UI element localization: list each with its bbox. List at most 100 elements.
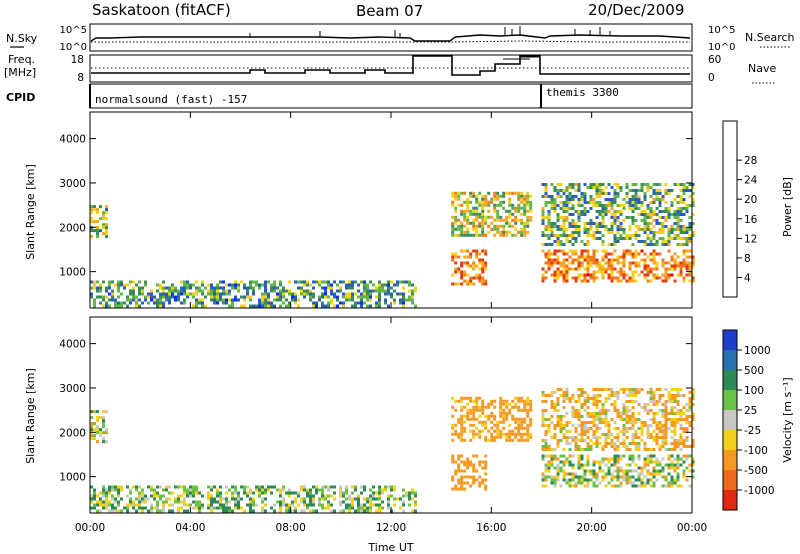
- data-cell: [592, 388, 596, 391]
- data-cell: [601, 192, 605, 195]
- data-cell: [628, 478, 632, 482]
- data-cell: [324, 289, 327, 293]
- data-cell: [162, 494, 165, 498]
- data-cell: [303, 289, 306, 293]
- data-cell: [553, 234, 557, 237]
- data-cell: [688, 273, 692, 277]
- data-cell: [565, 258, 569, 262]
- data-cell: [466, 396, 470, 400]
- data-cell: [634, 261, 638, 265]
- data-cell: [511, 399, 515, 403]
- data-cell: [691, 276, 695, 280]
- data-cell: [580, 478, 584, 482]
- data-cell: [321, 286, 324, 290]
- data-cell: [688, 421, 692, 424]
- data-cell: [207, 494, 210, 498]
- data-cell: [502, 194, 506, 198]
- data-cell: [595, 201, 599, 204]
- data-cell: [186, 488, 189, 492]
- data-cell: [150, 503, 153, 507]
- data-cell: [517, 218, 521, 222]
- data-cell: [583, 195, 587, 198]
- data-cell: [640, 189, 644, 192]
- x-tick-label: 00:00: [75, 522, 105, 534]
- data-cell: [469, 396, 473, 400]
- data-cell: [306, 488, 309, 492]
- data-cell: [360, 485, 363, 489]
- data-cell: [291, 509, 294, 513]
- data-cell: [574, 252, 578, 256]
- data-cell: [598, 418, 602, 421]
- data-cell: [105, 500, 108, 504]
- data-cell: [607, 433, 611, 436]
- data-cell: [580, 261, 584, 265]
- data-cell: [180, 280, 183, 284]
- data-cell: [345, 485, 348, 489]
- data-cell: [102, 488, 105, 492]
- data-cell: [670, 466, 674, 470]
- data-cell: [102, 431, 105, 435]
- data-cell: [583, 400, 587, 403]
- data-cell: [267, 292, 270, 296]
- data-cell: [568, 460, 572, 464]
- data-cell: [264, 503, 267, 507]
- data-cell: [490, 402, 494, 406]
- data-cell: [252, 500, 255, 504]
- data-cell: [652, 448, 656, 451]
- data-cell: [111, 289, 114, 293]
- data-cell: [511, 218, 515, 222]
- data-cell: [568, 186, 572, 189]
- data-cell: [463, 249, 467, 253]
- data-cell: [541, 219, 545, 222]
- data-cell: [472, 282, 476, 286]
- data-cell: [156, 500, 159, 504]
- data-cell: [541, 243, 545, 246]
- data-cell: [673, 463, 677, 467]
- data-cell: [583, 276, 587, 280]
- data-cell: [658, 397, 662, 400]
- data-cell: [595, 204, 599, 207]
- data-cell: [213, 289, 216, 293]
- data-cell: [577, 409, 581, 412]
- data-cell: [499, 405, 503, 409]
- data-cell: [628, 249, 632, 253]
- data-cell: [306, 289, 309, 293]
- data-cell: [96, 431, 99, 435]
- data-cell: [198, 506, 201, 510]
- data-cell: [655, 439, 659, 442]
- noise-tick-left-bottom: 10^0: [60, 42, 87, 53]
- data-cell: [222, 286, 225, 290]
- data-cell: [360, 304, 363, 308]
- data-cell: [327, 301, 330, 305]
- data-cell: [562, 427, 566, 430]
- data-cell: [102, 298, 105, 302]
- data-cell: [580, 240, 584, 243]
- data-cell: [634, 478, 638, 482]
- data-cell: [511, 405, 515, 409]
- data-cell: [664, 243, 668, 246]
- data-cell: [586, 394, 590, 397]
- data-cell: [682, 439, 686, 442]
- data-cell: [105, 289, 108, 293]
- data-cell: [592, 397, 596, 400]
- data-cell: [457, 487, 461, 491]
- data-cell: [472, 267, 476, 271]
- data-cell: [586, 258, 590, 262]
- data-cell: [679, 448, 683, 451]
- data-cell: [363, 280, 366, 284]
- data-cell: [141, 301, 144, 305]
- data-cell: [481, 408, 485, 412]
- data-cell: [685, 240, 689, 243]
- data-cell: [369, 509, 372, 513]
- data-cell: [454, 221, 458, 225]
- data-cell: [165, 500, 168, 504]
- data-cell: [619, 388, 623, 391]
- data-cell: [622, 445, 626, 448]
- data-cell: [237, 491, 240, 495]
- data-cell: [478, 261, 482, 265]
- data-cell: [285, 491, 288, 495]
- data-cell: [628, 267, 632, 271]
- data-cell: [300, 289, 303, 293]
- data-cell: [505, 411, 509, 415]
- data-cell: [649, 267, 653, 271]
